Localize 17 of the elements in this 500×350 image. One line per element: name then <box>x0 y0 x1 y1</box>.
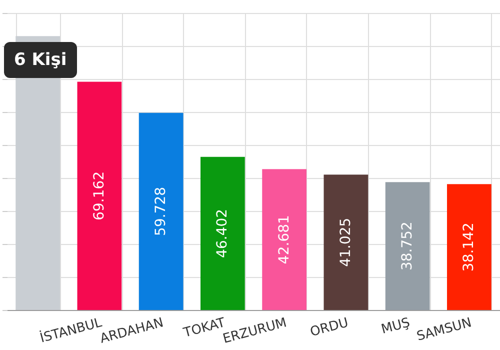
annotation: 6 Kişi <box>4 42 77 78</box>
bar <box>447 184 492 310</box>
data-label: 46.402 <box>214 208 231 258</box>
data-label: 38.142 <box>461 222 478 272</box>
bar <box>77 82 122 310</box>
data-label: 59.728 <box>153 186 170 236</box>
bar <box>324 174 368 310</box>
data-label: 42.681 <box>276 215 292 264</box>
bar <box>200 156 245 310</box>
data-label: 69.162 <box>91 171 108 220</box>
data-label: 41.025 <box>338 218 354 267</box>
bar <box>138 112 184 310</box>
data-label: 38.752 <box>400 222 416 271</box>
bar <box>262 169 306 310</box>
x-tick-label: MUŞ <box>380 316 412 338</box>
x-tick-label: ORDU <box>308 316 350 340</box>
bar <box>385 182 430 310</box>
